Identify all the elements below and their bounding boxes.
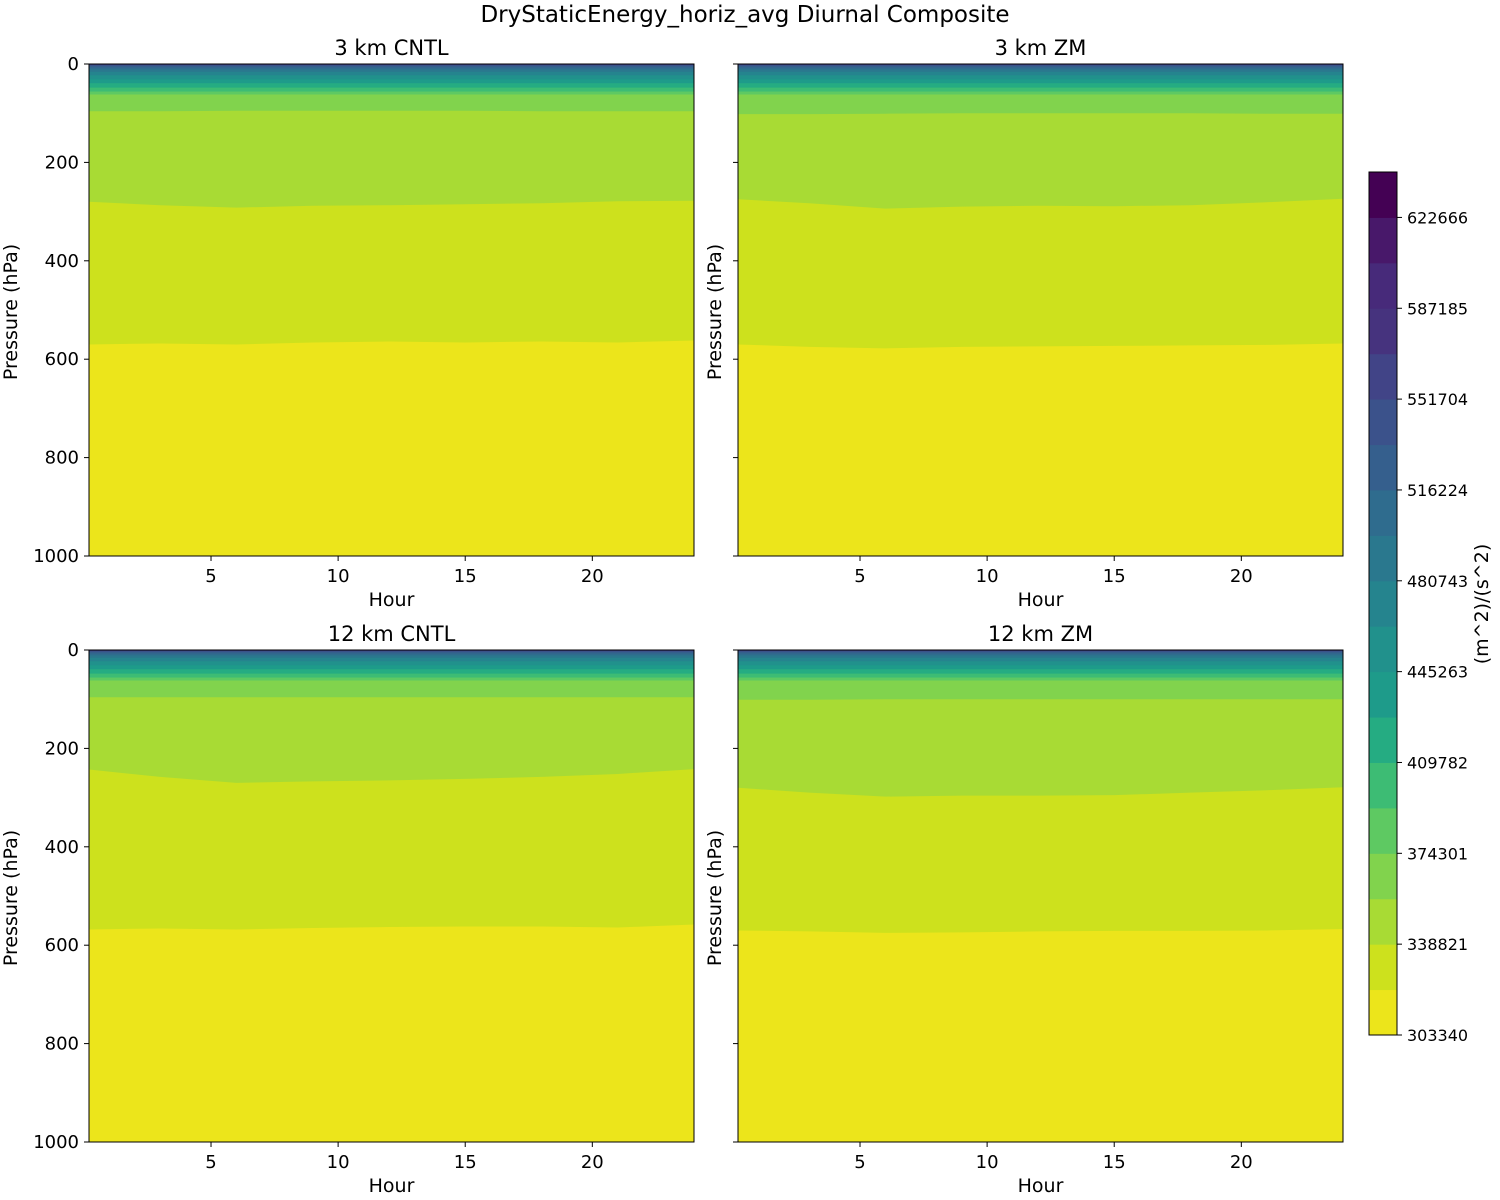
x-tick-label: 5 <box>205 566 216 587</box>
panel-title: 3 km CNTL <box>334 36 449 60</box>
panel: 3 km CNTL 5 10 15 20 Hour 0 200 400 600 800 1000 Pre… <box>0 36 695 611</box>
x-tick-label: 15 <box>454 566 477 587</box>
x-tick-label: 20 <box>581 566 604 587</box>
x-tick-label: 5 <box>854 1152 865 1173</box>
colorbar-band <box>1369 580 1397 627</box>
colorbar-band <box>1369 308 1397 355</box>
x-axis-label: Hour <box>1018 589 1064 611</box>
panel: 12 km CNTL 5 10 15 20 Hour 0 200 400 600 800 1000 Pr… <box>0 622 695 1197</box>
colorbar-band <box>1369 807 1397 854</box>
colorbar-bands <box>1369 172 1397 1036</box>
colorbar: 303340 338821 374301 409782 445263 480743 5162… <box>1368 171 1493 1045</box>
colorbar-band <box>1369 217 1397 264</box>
x-tick-label: 10 <box>327 566 350 587</box>
colorbar-tick-label: 622666 <box>1407 208 1468 227</box>
colorbar-band <box>1369 353 1397 400</box>
y-axis-label: Pressure (hPa) <box>0 830 22 966</box>
colorbar-band <box>1369 898 1397 945</box>
colorbar-band <box>1369 671 1397 718</box>
colorbar-band <box>1369 853 1397 900</box>
y-tick-label: 800 <box>45 1034 79 1055</box>
x-axis-label: Hour <box>369 1175 415 1197</box>
colorbar-band <box>1369 989 1397 1036</box>
colorbar-tick-label: 409782 <box>1407 753 1468 772</box>
contour-area <box>738 64 1343 556</box>
y-axis-label: Pressure (hPa) <box>0 244 22 380</box>
y-tick-label: 0 <box>68 640 79 661</box>
y-tick-label: 0 <box>68 54 79 75</box>
y-tick-label: 1000 <box>33 546 79 567</box>
y-tick-label: 400 <box>45 837 79 858</box>
colorbar-band <box>1369 399 1397 446</box>
colorbar-band <box>1369 717 1397 763</box>
contour-band <box>738 650 1343 651</box>
colorbar-tick-label: 374301 <box>1407 844 1468 863</box>
colorbar-label: (m^2)/(s^2) <box>1471 544 1493 664</box>
y-tick-label: 400 <box>45 251 79 272</box>
contour-area <box>89 64 694 556</box>
colorbar-band <box>1369 762 1397 809</box>
x-tick-label: 10 <box>327 1152 350 1173</box>
contour-area <box>738 650 1343 1142</box>
colorbar-tick-label: 587185 <box>1407 299 1468 318</box>
x-tick-label: 10 <box>976 1152 999 1173</box>
plot-frame <box>737 649 1344 1143</box>
plot-frame <box>737 63 1344 557</box>
contour-band <box>89 650 694 651</box>
panel-title: 12 km ZM <box>988 622 1093 646</box>
colorbar-band <box>1369 489 1397 536</box>
plot-frame <box>88 63 695 557</box>
y-tick-label: 200 <box>45 738 79 759</box>
x-tick-label: 15 <box>1103 1152 1126 1173</box>
y-tick-label: 600 <box>45 349 79 370</box>
x-axis-label: Hour <box>1018 1175 1064 1197</box>
x-tick-label: 15 <box>454 1152 477 1173</box>
x-tick-label: 5 <box>854 566 865 587</box>
panel-title: 3 km ZM <box>995 36 1087 60</box>
contour-band <box>738 64 1343 65</box>
colorbar-tick-label: 445263 <box>1407 663 1468 682</box>
panel-title: 12 km CNTL <box>328 622 456 646</box>
y-axis-label: Pressure (hPa) <box>704 830 726 966</box>
colorbar-frame <box>1368 171 1398 1036</box>
figure-title: DryStaticEnergy_horiz_avg Diurnal Compos… <box>480 2 1009 28</box>
y-tick-label: 200 <box>45 152 79 173</box>
y-tick-label: 1000 <box>33 1132 79 1153</box>
colorbar-tick-label: 338821 <box>1407 935 1468 954</box>
colorbar-tick-label: 551704 <box>1407 390 1468 409</box>
colorbar-tick-label: 480743 <box>1407 572 1468 591</box>
panel: 3 km ZM 5 10 15 20 Hour Pressure (hPa) <box>704 36 1344 611</box>
colorbar-ticks: 303340 338821 374301 409782 445263 480743 5162… <box>1397 208 1468 1045</box>
x-tick-label: 10 <box>976 566 999 587</box>
x-axis-label: Hour <box>369 589 415 611</box>
panel: 12 km ZM 5 10 15 20 Hour Pressure (hPa) <box>704 622 1344 1197</box>
colorbar-tick-label: 303340 <box>1407 1026 1468 1045</box>
contour-band <box>89 64 694 65</box>
y-axis-label: Pressure (hPa) <box>704 244 726 380</box>
colorbar-band <box>1369 626 1397 673</box>
x-tick-label: 20 <box>1230 1152 1253 1173</box>
colorbar-band <box>1369 444 1397 491</box>
colorbar-band <box>1369 944 1397 991</box>
x-tick-label: 5 <box>205 1152 216 1173</box>
plot-frame <box>88 649 695 1143</box>
colorbar-band <box>1369 535 1397 582</box>
y-tick-label: 800 <box>45 448 79 469</box>
contour-area <box>89 650 694 1142</box>
x-tick-label: 15 <box>1103 566 1126 587</box>
x-tick-label: 20 <box>581 1152 604 1173</box>
colorbar-band <box>1369 172 1397 218</box>
x-tick-label: 20 <box>1230 566 1253 587</box>
y-tick-label: 600 <box>45 935 79 956</box>
colorbar-tick-label: 516224 <box>1407 481 1468 500</box>
colorbar-band <box>1369 262 1397 309</box>
